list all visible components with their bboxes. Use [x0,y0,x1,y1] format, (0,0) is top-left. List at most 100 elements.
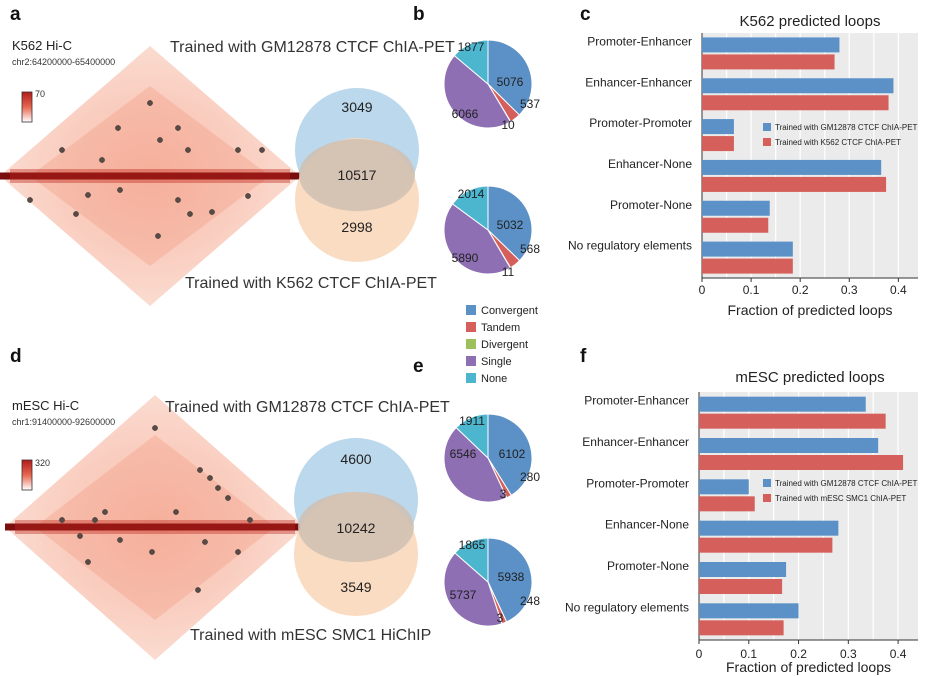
x-tick-label: 0.2 [792,283,809,297]
venn-top: Trained with GM12878 CTCF ChIA-PET 3049 … [170,39,455,292]
bar-red-5 [702,258,793,274]
hic-loop-dot [209,209,215,215]
pie-slice-convergent [487,537,533,623]
panel-label-a: a [10,4,21,25]
hic-loop-dot [259,147,265,153]
hic-loop-dot [175,197,181,203]
panel-label-c: c [580,4,591,25]
hic-loop-dot [147,100,153,106]
hic-loop-dot [157,137,163,143]
hic-colorbar [21,91,33,123]
pie-label-single: 6546 [450,447,477,461]
bar-red-1 [699,455,904,470]
bar-blue-3 [702,159,882,175]
hic-loop-dot [187,211,193,217]
hic-loop-dot [27,197,33,203]
category-label: Promoter-Enhancer [587,34,692,48]
bar-red-0 [702,54,835,70]
x-axis-label: Fraction of predicted loops [728,302,893,318]
bar-red-2 [702,136,734,152]
category-label: Enhancer-Enhancer [585,75,692,89]
venn-overlap [299,139,415,211]
bar-blue-0 [702,37,840,53]
bar-red-3 [702,176,887,192]
pie-label-tandem: 537 [520,97,540,111]
legend-swatch [763,123,771,131]
bar-red-2 [699,496,755,512]
hic-loop-dots [59,425,253,593]
pie-label-single: 5737 [450,588,477,602]
category-label: Promoter-Promoter [586,476,689,490]
legend-label-none: None [481,373,507,385]
hic-loop-dot [117,537,123,543]
venn-top-only: 4600 [340,451,371,467]
venn-bottom-only: 2998 [341,219,372,235]
bar-red-1 [702,95,889,111]
hic-loop-dot [102,509,108,515]
x-tick-label: 0.4 [890,283,907,297]
hic-title: K562 Hi-C [12,38,72,53]
category-label: Promoter-Promoter [589,116,692,130]
category-label: No regulatory elements [568,239,692,253]
pie-label-none: 2014 [458,187,485,201]
category-label: Promoter-None [607,559,689,573]
x-tick-label: 0.3 [841,283,858,297]
pie-label-divergent: 11 [502,265,515,279]
bar-chart-c: Promoter-Enhancer Enhancer-Enhancer Promot… [568,13,918,318]
hic-loop-dot [245,193,251,199]
hic-loop-dot [202,539,208,545]
legend-swatch [763,479,771,487]
category-label: Enhancer-None [605,518,689,532]
hic-loop-dot [115,125,121,131]
hic-loop-dot [175,125,181,131]
legend-label-single: Single [481,356,512,368]
bar-blue-4 [699,562,787,577]
hic-loop-dot [155,233,161,239]
bar-red-5 [699,620,784,636]
legend-label-divergent: Divergent [481,339,528,351]
bar-red-4 [699,579,783,594]
pie-chart-e-bottom: 5938 248 3 5737 1865 [443,537,540,627]
x-tick-label: 0.3 [840,647,857,661]
pie-chart-e-top: 6102 280 3 6546 1911 [443,413,540,503]
plot-background [702,33,918,278]
legend-label-convergent: Convergent [481,305,538,317]
venn-top-label: Trained with GM12878 CTCF ChIA-PET [165,399,450,416]
x-tick-label: 0 [696,647,703,661]
pie-label-convergent: 6102 [499,447,526,461]
legend-swatch-tandem [466,322,476,332]
venn-top-label: Trained with GM12878 CTCF ChIA-PET [170,39,455,56]
legend-label: Trained with GM12878 CTCF ChIA-PET [775,123,918,132]
category-label: Enhancer-None [608,157,692,171]
venn-overlap-count: 10242 [337,520,376,536]
bar-blue-1 [699,438,879,453]
chart-title: mESC predicted loops [735,369,884,386]
hic-colorbar [21,459,33,491]
hic-loop-dot [77,533,83,539]
x-tick-label: 0.1 [740,647,757,661]
panel-label-b: b [413,4,425,25]
pie-label-convergent: 5938 [498,570,525,584]
hic-loop-dot [59,147,65,153]
x-tick-label: 0 [699,283,706,297]
pie-label-divergent: 3 [500,487,507,501]
hic-panel-d: mESC Hi-C chr1:91400000-92600000 320 [5,395,305,660]
hic-title: mESC Hi-C [12,398,79,413]
hic-loop-dot [173,509,179,515]
x-tick-label: 0.4 [890,647,907,661]
hic-colorbar-max: 70 [35,89,45,99]
legend-swatch [763,494,771,502]
pie-chart-b-bottom: 5032 568 11 5890 2014 [443,185,540,279]
bar-blue-3 [699,520,839,536]
bar-blue-0 [699,396,866,412]
hic-panel-a: K562 Hi-C chr2:64200000-65400000 70 [0,38,300,306]
category-label: Enhancer-Enhancer [582,435,689,449]
hic-loop-dot [225,495,231,501]
pie-label-divergent: 3 [497,611,504,625]
pie-slice-single [443,203,512,275]
legend-label: Trained with mESC SMC1 ChIA-PET [775,494,906,503]
bar-chart-f: Promoter-Enhancer Enhancer-Enhancer Promot… [565,369,918,675]
legend-label: Trained with GM12878 CTCF ChIA-PET [775,479,918,488]
legend-label-tandem: Tandem [481,322,520,334]
hic-loop-dot [59,517,65,523]
